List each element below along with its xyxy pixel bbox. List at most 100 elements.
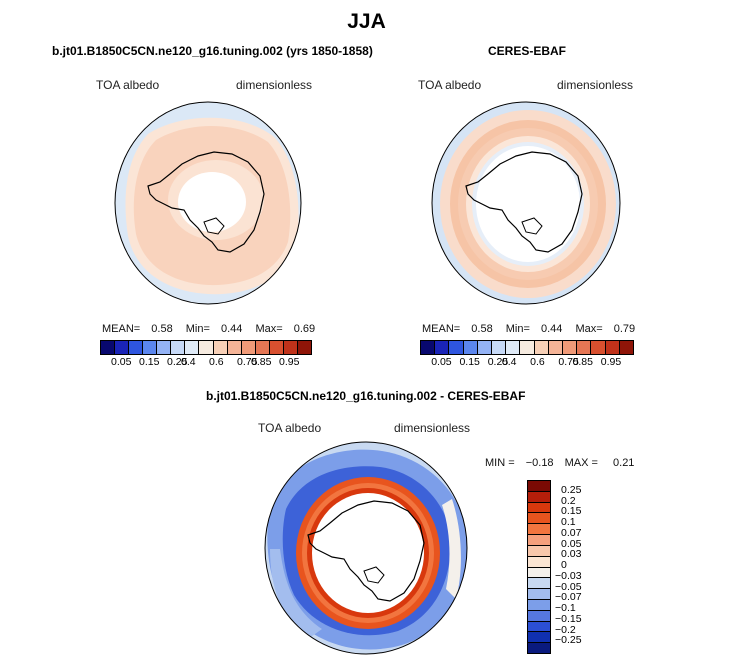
panel3-units: dimensionless [394,421,471,435]
panel1-antarctica-coastline [147,151,265,253]
panel3-colorbar-swatch [528,599,550,611]
panel3-colorbar-tick-label: −0.03 [555,569,582,582]
panel3-colorbar-swatch [528,556,550,568]
panel2-colorbar-tick-label: 0.25 [487,356,509,368]
panel3-colorbar-tick-label: −0.25 [555,634,582,647]
panel1-colorbar-swatch [157,341,172,354]
panel3-antarctica-coastline [307,500,425,602]
panel2-colorbar-tick-label: 0.4 [501,356,517,368]
panel1-min-label: Min= [185,323,210,335]
panel2-colorbar-swatch [492,341,507,354]
panel1-min: 0.44 [220,323,243,335]
panel3-colorbar-swatch [528,535,550,546]
panel2-colorbar-swatch [520,341,535,354]
panel3-colorbar-tick-label: −0.05 [555,580,582,593]
panel1-colorbar [100,340,312,355]
panel1-max: 0.69 [293,323,316,335]
panel2-colorbar-tick-label: 0.85 [572,356,593,368]
panel2-colorbar-tick-label: 0.05 [431,356,452,368]
panel3-weak-negative-west [270,549,322,639]
panel1-colorbar-tick-label: 0.85 [251,356,272,368]
panel3-colorbar [527,480,551,654]
panel3-colorbar-tick-label: 0.05 [561,537,582,550]
panel1-colorbar-tick-label: 0.15 [139,356,160,368]
panel1-colorbar-swatch [227,341,242,354]
panel1-colorbar-swatch [283,341,298,354]
panel3-map-border [264,441,468,655]
panel1-colorbar-swatch [241,341,256,354]
main-title: JJA [347,10,386,33]
panel3-colorbar-swatch [528,578,550,590]
panel2-max: 0.79 [613,323,636,335]
panel3-colorbar-tick-label: −0.07 [555,591,582,604]
panel3-colorbar-swatch [528,513,550,525]
panel2-min-label: Min= [505,323,530,335]
panel2-max-label: Max= [575,323,603,335]
panel2-colorbar-swatch [435,341,450,354]
panel1-colorbar-tick-label: 0.05 [111,356,132,368]
panel3-colorbar-tick-label: 0.25 [561,483,582,496]
panel2-mean-label: MEAN= [422,323,461,335]
panel3-title: b.jt01.B1850C5CN.ne120_g16.tuning.002 - … [206,389,526,403]
panel1-stats: MEAN= 0.58 Min= 0.44 Max= 0.69 [102,323,315,335]
panel2-polar-center [476,146,580,262]
panel1-map-border [114,101,302,305]
panel3-colorbar-tick-label: 0.15 [561,505,582,518]
panel3-colorbar-swatch [528,621,550,633]
panel1-mean-label: MEAN= [102,323,141,335]
panel2-variable: TOA albedo [418,78,482,92]
panel3-colorbar-tick-label: 0.03 [561,548,582,561]
panel2-map-border [431,101,621,305]
panel1-colorbar-swatch [269,341,284,354]
panel3-neutral-east [442,499,461,599]
panel2-colorbar-swatch [619,341,634,354]
panel1-colorbar-tick-label: 0.95 [279,356,300,368]
panel3-colorbar-tick-label: 0.1 [561,516,576,528]
panel2-colorbar-swatch [421,341,436,354]
panel1-colorbar-swatch [213,341,228,354]
panel2-colorbar-swatch [605,341,620,354]
panel3-colorbar-tick-label: −0.1 [555,602,576,614]
panel2-colorbar-swatch [591,341,606,354]
panel3-min-label: MIN = [485,457,515,469]
panel1-colorbar-swatch [143,341,158,354]
panel3-colorbar-tick-label: 0.2 [561,494,576,507]
panel1-colorbar-swatch [101,341,116,354]
panel2-min: 0.44 [540,323,563,335]
panel2-colorbar [420,340,634,355]
panel3-colorbar-swatch [528,632,550,644]
panel1-polar-center [178,172,246,232]
panel2-antarctica-coastline [465,151,583,253]
panel2-colorbar-swatch [563,341,578,354]
panel1-colorbar-swatch [129,341,144,354]
panel1-ice-shelf [203,217,225,235]
panel1-title: b.jt01.B1850C5CN.ne120_g16.tuning.002 (y… [52,44,373,58]
panel1-colorbar-swatch [171,341,186,354]
panel3-colorbar-tick-label: 0.07 [561,526,582,539]
panel3-colorbar-swatch [528,610,550,622]
panel1-colorbar-swatch [199,341,214,354]
panel3-colorbar-swatch [528,491,550,503]
panel1-max-label: Max= [255,323,283,335]
panel2-colorbar-swatch [534,341,549,354]
panel3-colorbar-tick-label: −0.15 [555,612,582,625]
panel2-colorbar-swatch [477,341,493,354]
panel3-ice-shelf [363,566,385,584]
panel3-variable: TOA albedo [258,421,322,435]
panel3-colorbar-swatch [528,524,550,536]
panel3-min: −0.18 [525,457,554,469]
panel2-colorbar-tick-label: 0.95 [600,356,622,368]
panel3-colorbar-swatch [528,589,550,600]
panel2-colorbar-swatch [463,341,478,354]
panel2-mean: 0.58 [471,323,493,335]
panel2-title: CERES-EBAF [488,44,567,58]
panel2-colorbar-swatch [577,341,592,354]
panel3-polar-center [312,493,424,613]
panel1-mean: 0.58 [151,323,173,335]
panel1-units: dimensionless [236,78,313,92]
panel2-stats: MEAN= 0.58 Min= 0.44 Max= 0.79 [422,323,635,335]
panel1-colorbar-tick-label: 0.25 [167,356,188,368]
panel1-colorbar-tick-label: 0.6 [209,356,224,368]
panel3-colorbar-swatch [528,481,550,492]
panel3-colorbar-labels: 0.25 0.2 0.15 0.1 0.07 0.05 0.03 0 −0.03 −0.05 −0.… [555,480,615,652]
